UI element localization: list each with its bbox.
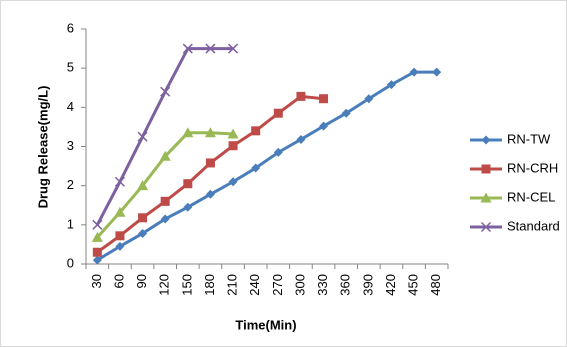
- marker: [92, 219, 103, 230]
- marker: [386, 80, 396, 90]
- y-tick-label: 5: [67, 60, 74, 75]
- legend-label: RN-TW: [507, 131, 551, 146]
- marker: [115, 231, 125, 241]
- x-tick-label: 450: [406, 274, 421, 296]
- marker: [138, 213, 148, 223]
- marker: [273, 147, 283, 157]
- marker: [481, 135, 491, 145]
- x-tick-label: 300: [292, 274, 307, 296]
- y-axis-title: Drug Release(mg/L): [35, 86, 50, 209]
- marker: [182, 43, 193, 54]
- x-tick-label: 120: [157, 274, 172, 296]
- marker: [114, 176, 125, 187]
- marker: [227, 128, 239, 139]
- marker: [205, 43, 216, 54]
- x-tick-label: 330: [315, 274, 330, 296]
- legend-label: RN-CRH: [507, 160, 558, 175]
- legend-label: RN-CEL: [507, 189, 555, 204]
- marker: [204, 127, 216, 138]
- x-axis-title: Time(Min): [235, 317, 296, 332]
- x-tick-label: 60: [111, 274, 126, 288]
- x-tick-label: 360: [338, 274, 353, 296]
- marker: [228, 177, 238, 187]
- x-tick-label: 480: [428, 274, 443, 296]
- marker: [160, 196, 170, 206]
- series-line: [96, 70, 437, 262]
- marker: [319, 94, 329, 104]
- marker: [364, 94, 374, 104]
- x-tick-label: 150: [179, 274, 194, 296]
- marker: [273, 108, 283, 118]
- y-tick-label: 2: [67, 177, 74, 192]
- marker: [251, 126, 261, 136]
- x-tick-label: 30: [89, 274, 104, 288]
- x-tick-label: 90: [134, 274, 149, 288]
- marker: [159, 150, 171, 161]
- marker: [182, 127, 194, 138]
- marker: [481, 164, 491, 174]
- marker: [296, 134, 306, 144]
- marker: [205, 189, 215, 199]
- marker: [480, 192, 492, 203]
- marker: [205, 158, 215, 168]
- marker: [251, 163, 261, 173]
- x-tick-label: 180: [202, 274, 217, 296]
- y-tick-label: 3: [67, 138, 74, 153]
- marker: [91, 231, 103, 242]
- marker: [183, 179, 193, 189]
- y-tick-label: 1: [67, 216, 74, 231]
- marker: [92, 255, 102, 265]
- marker: [138, 228, 148, 238]
- x-tick-label: 420: [383, 274, 398, 296]
- y-tick-label: 4: [67, 99, 74, 114]
- marker: [183, 202, 193, 212]
- marker: [160, 214, 170, 224]
- marker: [228, 43, 239, 54]
- x-tick-label: 240: [247, 274, 262, 296]
- y-tick-label: 0: [67, 255, 74, 270]
- marker: [160, 86, 171, 97]
- marker: [115, 241, 125, 251]
- marker: [137, 180, 149, 191]
- marker: [409, 67, 419, 77]
- x-tick-label: 390: [360, 274, 375, 296]
- marker: [92, 247, 102, 257]
- marker: [228, 141, 238, 151]
- marker: [114, 206, 126, 217]
- marker: [296, 91, 306, 101]
- marker: [341, 108, 351, 118]
- y-tick-label: 6: [67, 20, 74, 35]
- marker: [319, 121, 329, 131]
- marker: [432, 67, 442, 77]
- x-tick-label: 210: [225, 274, 240, 296]
- marker: [137, 131, 148, 142]
- marker: [480, 221, 492, 233]
- x-tick-label: 270: [270, 274, 285, 296]
- legend-label: Standard: [507, 218, 560, 233]
